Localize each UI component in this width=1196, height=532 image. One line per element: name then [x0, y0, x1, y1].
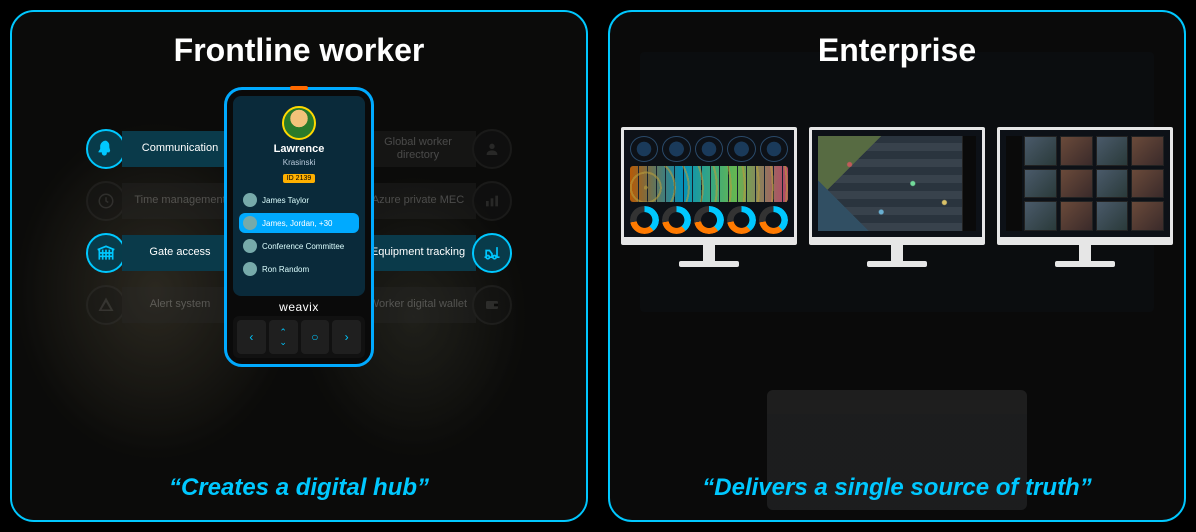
feature-label: Azure private MEC [362, 183, 476, 219]
analytics-screen [621, 127, 797, 245]
contact-label: Ron Random [262, 265, 309, 274]
contact-row[interactable]: Ron Random [239, 259, 359, 279]
contact-row[interactable]: Conference Committee [239, 236, 359, 256]
head-icon [86, 129, 126, 169]
feature-equipment: Equipment tracking [362, 231, 512, 275]
forklift-icon [472, 233, 512, 273]
person-icon [472, 129, 512, 169]
map-screen [809, 127, 985, 245]
contact-row[interactable]: James Taylor [239, 190, 359, 210]
device-brand: weavix [233, 296, 365, 316]
enterprise-panel: Enterprise [608, 10, 1186, 522]
feature-directory: Global worker directory [362, 127, 512, 171]
feature-mec: Azure private MEC [362, 179, 512, 223]
enterprise-title: Enterprise [818, 32, 976, 69]
frontline-tagline: “Creates a digital hub” [169, 474, 429, 502]
feature-wallet: Worker digital wallet [362, 283, 512, 327]
frontline-panel: Frontline worker Communication Time mana… [10, 10, 588, 522]
feature-col-left: Communication Time management Gate acces… [86, 127, 236, 327]
feature-communication: Communication [86, 127, 236, 171]
feature-label: Time management [122, 183, 236, 219]
nav-right-button[interactable]: › [332, 320, 361, 354]
nav-left-button[interactable]: ‹ [237, 320, 266, 354]
gate-icon [86, 233, 126, 273]
camera-screen [997, 127, 1173, 245]
device-screen: Lawrence Krasinski ID 2139 James Taylor … [233, 96, 365, 296]
contact-label: Conference Committee [262, 242, 344, 251]
feature-alert: Alert system [86, 283, 236, 327]
feature-col-right: Global worker directory Azure private ME… [362, 127, 512, 327]
monitor-map [809, 127, 985, 267]
feature-label: Global worker directory [362, 131, 476, 167]
handheld-device: Lawrence Krasinski ID 2139 James Taylor … [224, 87, 374, 367]
feature-label: Equipment tracking [362, 235, 476, 271]
contact-label: James Taylor [262, 196, 309, 205]
feature-label: Communication [122, 131, 236, 167]
feature-label: Worker digital wallet [362, 287, 476, 323]
user-name: Lawrence [274, 143, 325, 155]
enterprise-tagline: “Delivers a single source of truth” [702, 474, 1091, 502]
frontline-title: Frontline worker [174, 32, 425, 69]
alert-icon [86, 285, 126, 325]
feature-time: Time management [86, 179, 236, 223]
user-badge: ID 2139 [283, 174, 316, 183]
wallet-icon [472, 285, 512, 325]
feature-label: Alert system [122, 287, 236, 323]
monitor-cameras [997, 127, 1173, 267]
feature-label: Gate access [122, 235, 236, 271]
nav-updown-button[interactable]: ⌃⌄ [269, 320, 298, 354]
nav-select-button[interactable]: ○ [301, 320, 330, 354]
user-surname: Krasinski [283, 158, 315, 167]
contact-label: James, Jordan, +30 [262, 219, 332, 228]
feature-gate: Gate access [86, 231, 236, 275]
monitors-row [621, 127, 1173, 267]
clock-icon [86, 181, 126, 221]
user-avatar [282, 106, 316, 140]
monitor-analytics [621, 127, 797, 267]
device-controls: ‹ ⌃⌄ ○ › [233, 316, 365, 358]
bars-icon [472, 181, 512, 221]
contact-row[interactable]: James, Jordan, +30 [239, 213, 359, 233]
frontline-body: Communication Time management Gate acces… [28, 87, 570, 367]
